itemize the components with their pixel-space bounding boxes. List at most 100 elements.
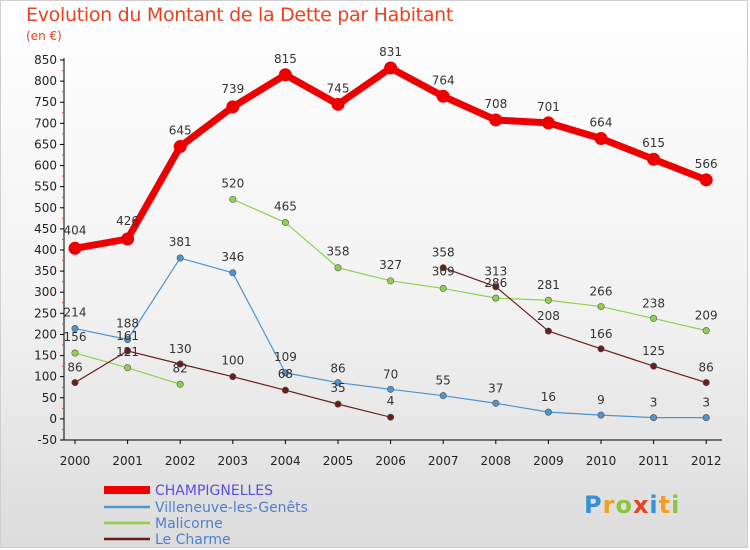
data-point [544,408,552,416]
chart-unit: (en €) [26,29,62,43]
data-label: 68 [278,367,293,381]
legend-label: Malicorne [155,516,223,532]
y-tick-label: 600 [34,159,57,173]
data-label: 346 [221,250,244,264]
y-tick-label: 650 [34,137,57,151]
data-label: 426 [116,214,139,228]
data-label: 309 [432,264,455,278]
data-label: 764 [432,73,455,87]
logo-letter: P [584,491,603,519]
data-label: 745 [327,81,350,95]
data-label: 465 [274,200,297,214]
data-label: 109 [274,350,297,364]
data-label: 100 [221,354,244,368]
data-point [331,97,345,111]
data-point [597,345,605,353]
data-point [334,379,342,387]
chart-title: Evolution du Montant de la Dette par Hab… [26,4,454,26]
data-label: 566 [695,157,718,171]
data-label: 55 [436,374,451,388]
data-label: 645 [169,124,192,138]
data-label: 37 [488,381,503,395]
x-tick-label: 2011 [638,454,669,468]
data-label: 130 [169,342,192,356]
legend-label: CHAMPIGNELLES [155,483,273,499]
data-point [387,277,395,285]
data-point [436,89,450,103]
data-point [387,385,395,393]
data-label: 520 [221,176,244,190]
y-tick-label: 400 [34,243,57,257]
data-label: 615 [642,136,665,150]
data-point [439,284,447,292]
data-point [544,327,552,335]
data-point [226,100,240,114]
y-tick-label: 700 [34,116,57,130]
data-label: 188 [116,317,139,331]
data-label: 281 [537,278,560,292]
data-label: 3 [702,396,710,410]
data-label: 358 [327,245,350,259]
logo-letter: r [602,491,616,519]
x-tick-label: 2006 [375,454,406,468]
data-point [334,400,342,408]
x-tick-label: 2005 [323,454,354,468]
y-tick-label: 250 [34,306,57,320]
data-point [229,269,237,277]
legend-label: Le Charme [155,532,231,548]
data-point [176,380,184,388]
data-point [229,195,237,203]
data-label: 266 [590,285,613,299]
data-label: 701 [537,100,560,114]
y-tick-label: -50 [37,433,57,447]
data-label: 70 [383,367,398,381]
data-point [702,414,710,422]
y-tick-label: 150 [34,349,57,363]
data-point [68,241,82,255]
logo-letter: o [615,491,633,519]
data-point [124,347,132,355]
series-line-2 [232,198,707,332]
data-label: 3 [650,396,658,410]
data-label: 708 [484,97,507,111]
data-point [71,325,79,333]
y-tick-label: 500 [34,201,57,215]
data-point [492,399,500,407]
data-label: 156 [64,330,87,344]
data-point [384,61,398,75]
x-tick-label: 2003 [218,454,249,468]
y-tick-label: 850 [34,53,57,67]
data-point [492,294,500,302]
data-point [439,264,447,272]
y-tick-label: 200 [34,327,57,341]
data-label: 209 [695,309,718,323]
y-tick-label: 800 [34,74,57,88]
y-tick-label: 50 [42,391,57,405]
data-label: 358 [432,246,455,260]
data-label: 286 [484,276,507,290]
data-point [278,68,292,82]
y-tick-label: 0 [49,412,57,426]
x-tick-label: 2000 [60,454,91,468]
data-point [173,140,187,154]
data-label: 4 [387,394,395,408]
data-point [124,336,132,344]
data-label: 815 [274,52,297,66]
data-label: 313 [484,265,507,279]
data-label: 9 [597,393,605,407]
data-point [492,283,500,291]
data-point [647,152,661,166]
x-tick-label: 2004 [270,454,301,468]
data-point [71,379,79,387]
data-label: 86 [699,361,714,375]
x-tick-label: 2010 [586,454,617,468]
data-label: 166 [590,327,613,341]
data-point [702,379,710,387]
logo-letter: i [649,491,659,519]
series-line-0 [71,64,710,252]
data-label: 86 [330,362,345,376]
data-point [597,303,605,311]
data-point [176,254,184,262]
y-tick-label: 450 [34,222,57,236]
